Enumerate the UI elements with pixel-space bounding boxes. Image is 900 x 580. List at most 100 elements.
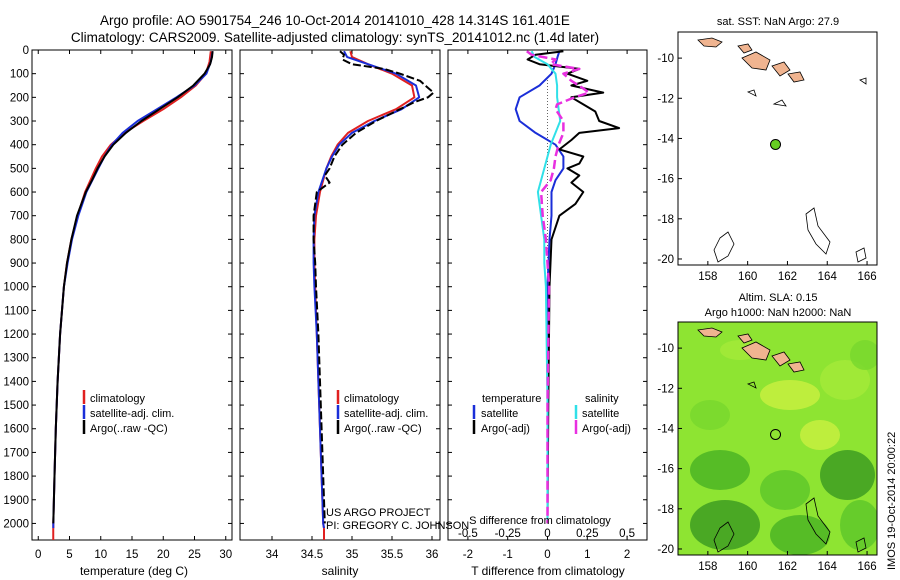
- sst-map-coastlines: [697, 37, 867, 263]
- s-tick-label: 0.25: [576, 528, 598, 540]
- series-line-climatology: [52, 51, 212, 529]
- x-tick-label: 10: [94, 549, 107, 561]
- x-tick-label: 0: [544, 549, 550, 561]
- argo-float-location: [770, 138, 782, 150]
- series-line-t-argo: [526, 50, 621, 524]
- sst-map-panel: sat. SST: NaN Argo: 27.9 158 160 162 164 166…: [657, 16, 878, 283]
- lat-tick-label: -14: [657, 423, 674, 435]
- island: [741, 341, 771, 361]
- series-line-s-argo: [526, 50, 591, 524]
- depth-axis: 0 100 200 300 400 500 600 700 800 900 1000 1100 1200…: [3, 45, 232, 530]
- legend-label-argo: Argo(..raw -QC): [344, 423, 422, 435]
- sla-field-cells: [690, 340, 877, 555]
- lon-tick-label: 162: [778, 561, 797, 573]
- depth-tick-label: 1600: [3, 424, 29, 436]
- depth-tick-label: 1300: [3, 353, 29, 365]
- lat-tick-label: -20: [657, 254, 674, 266]
- lon-tick-label: 160: [738, 271, 757, 283]
- series-line-satellite-adj-clim-: [52, 51, 214, 529]
- lat-tick-label: -18: [657, 214, 674, 226]
- difference-depth-ticks: [448, 49, 647, 524]
- legend-head-temperature: temperature: [482, 393, 541, 405]
- legend-label-s-argo: Argo(-adj): [582, 423, 631, 435]
- s-tick-label: -0.25: [495, 528, 521, 540]
- island: [737, 333, 753, 344]
- reef-contour: [713, 231, 735, 263]
- x-tick-label: 35: [346, 549, 359, 561]
- figure-title-line2: Climatology: CARS2009. Satellite-adjuste…: [71, 30, 599, 45]
- difference-series: [514, 50, 621, 524]
- x-tick-label: 30: [219, 549, 232, 561]
- sla-cell: [760, 380, 820, 410]
- sla-map-title-line2: Argo h1000: NaN h2000: NaN: [705, 307, 852, 319]
- depth-tick-label: 1200: [3, 329, 29, 341]
- salinity-legend: climatology satellite-adj. clim. Argo(..…: [336, 390, 428, 435]
- lat-tick-label: -12: [657, 93, 674, 105]
- lat-tick-label: -14: [657, 133, 674, 145]
- sla-cell: [800, 420, 840, 450]
- imos-timestamp: IMOS 19-Oct-2014 20:00:22: [886, 432, 898, 570]
- x-tick-label: 34.5: [301, 549, 323, 561]
- salinity-axis: 34 34.5 35 35.5 36: [266, 50, 439, 561]
- lat-tick-label: -10: [657, 53, 674, 65]
- sst-map-lon-axis: 158 160 162 164 166: [698, 261, 877, 283]
- lat-tick-label: -18: [657, 504, 674, 516]
- x-tick-label: 34: [266, 549, 279, 561]
- temperature-axis: 0 5 10 15 20 25 30: [35, 50, 232, 561]
- reef-contour: [859, 77, 867, 85]
- sla-cell: [690, 450, 750, 490]
- lon-tick-label: 158: [698, 561, 717, 573]
- island: [737, 43, 753, 54]
- lon-tick-label: 164: [818, 271, 838, 283]
- x-tick-label: -2: [463, 549, 473, 561]
- sst-map-title: sat. SST: NaN Argo: 27.9: [717, 16, 839, 28]
- sla-map-title-line1: Altim. SLA: 0.15: [739, 292, 818, 304]
- lat-tick-label: -16: [657, 174, 674, 186]
- lon-tick-label: 158: [698, 271, 717, 283]
- lon-tick-label: 166: [857, 561, 876, 573]
- salinity-axes-frame: [239, 49, 441, 541]
- lon-tick-label: 164: [818, 561, 838, 573]
- sst-map-lat-axis: -10 -12 -14 -16 -18 -20: [657, 53, 682, 266]
- sla-cell: [690, 500, 760, 550]
- legend-label-satellite: satellite-adj. clim.: [90, 408, 174, 420]
- s-tick-label: 0: [544, 528, 550, 540]
- depth-tick-label: 700: [10, 211, 29, 223]
- legend-label-t-satellite: satellite: [481, 408, 518, 420]
- depth-tick-label: 1500: [3, 400, 29, 412]
- difference-legend: temperature salinity satellite Argo(-adj…: [472, 393, 631, 435]
- temperature-panel: 0100200300400500600700800900100011001200…: [3, 45, 233, 578]
- series-line-s-satellite: [530, 50, 562, 524]
- lon-tick-label: 166: [857, 271, 876, 283]
- depth-tick-label: 1900: [3, 495, 29, 507]
- sla-cell: [820, 360, 870, 400]
- reef-contour: [855, 247, 867, 263]
- x-tick-label: 0: [35, 549, 41, 561]
- project-annotation: US ARGO PROJECT: [326, 507, 431, 519]
- pi-annotation: PI: GREGORY C. JOHNSON: [326, 520, 469, 532]
- salinity-xlabel: salinity: [322, 564, 359, 578]
- x-tick-label: 35.5: [381, 549, 403, 561]
- sla-heatmap: [678, 322, 877, 555]
- salinity-panel: 34 34.5 35 35.5 36 salinity climatology sate…: [239, 49, 469, 578]
- series-line-climatology: [313, 50, 416, 529]
- lat-tick-label: -12: [657, 383, 674, 395]
- depth-tick-label: 1100: [4, 305, 29, 317]
- series-line-argo-raw-qc-: [52, 51, 214, 524]
- series-line-t-satellite: [514, 50, 565, 524]
- island: [741, 51, 771, 71]
- island: [787, 361, 805, 373]
- island: [787, 71, 805, 83]
- lon-tick-label: 160: [738, 561, 757, 573]
- sst-map-frame: [677, 31, 878, 266]
- reef-contour: [772, 99, 787, 107]
- depth-tick-label: 200: [10, 92, 29, 104]
- sla-map-frame: [677, 321, 878, 556]
- sla-cell: [760, 470, 810, 510]
- x-tick-label: 36: [426, 549, 439, 561]
- island: [771, 351, 791, 367]
- legend-head-salinity: salinity: [585, 393, 619, 405]
- x-tick-label: 1: [584, 549, 590, 561]
- depth-tick-label: 500: [10, 163, 29, 175]
